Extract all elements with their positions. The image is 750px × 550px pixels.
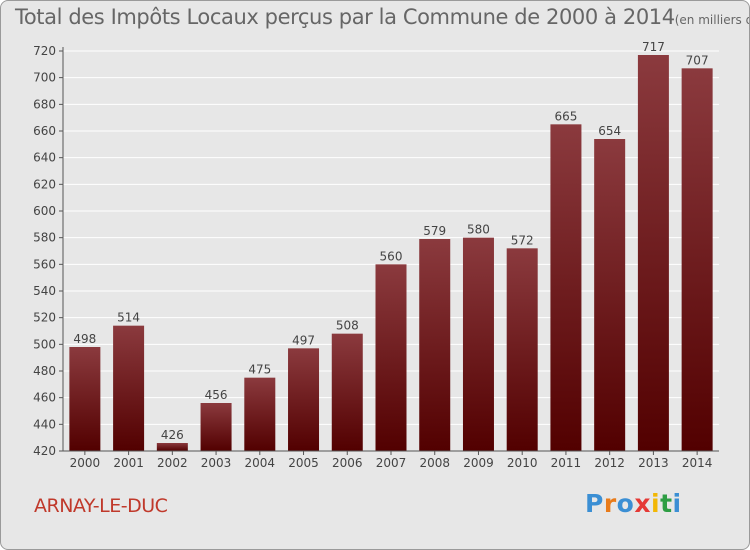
value-label-2001: 514	[117, 311, 140, 325]
chart-title: Total des Impôts Locaux perçus par la Co…	[15, 5, 749, 29]
y-tick-label: 520	[33, 311, 56, 325]
value-label-2012: 654	[598, 124, 621, 138]
bar-2005	[288, 348, 320, 451]
bar-2008	[419, 239, 451, 451]
bar-2013	[637, 55, 669, 451]
value-label-2008: 579	[423, 224, 446, 238]
value-labels: 498 514 426 456 475 497 508 560 579 580 572 665 654 7…	[73, 40, 708, 442]
value-label-2003: 456	[205, 388, 228, 402]
y-tick-label: 700	[33, 71, 56, 85]
y-tick-label: 620	[33, 177, 56, 191]
y-tick-label: 460	[33, 391, 56, 405]
y-tick-label: 540	[33, 284, 56, 298]
x-tick-label-2011: 2011	[551, 456, 582, 470]
bar-2012	[594, 139, 626, 451]
bar-2007	[375, 264, 407, 451]
commune-name: ARNAY-LE-DUC	[34, 495, 168, 517]
x-tick-label-2000: 2000	[70, 456, 101, 470]
value-label-2009: 580	[467, 223, 490, 237]
bar-chart: 420 440 460 480 500 520 540 560 580 600 620 640 660 6…	[33, 40, 719, 470]
logo-letter: P	[585, 489, 604, 518]
value-label-2000: 498	[73, 332, 96, 346]
x-tick-label-2002: 2002	[157, 456, 188, 470]
logo-letter: x	[634, 489, 651, 518]
proxiti-logo: Proxiti	[585, 489, 682, 518]
y-tick-label: 680	[33, 97, 56, 111]
value-label-2005: 497	[292, 333, 315, 347]
x-tick-label-2009: 2009	[463, 456, 494, 470]
value-label-2013: 717	[642, 40, 665, 54]
y-tick-label: 440	[33, 417, 56, 431]
chart-title-unit: (en milliers d'€)	[674, 13, 749, 27]
x-tick-label-2001: 2001	[113, 456, 144, 470]
y-tick-label: 720	[33, 44, 56, 58]
x-tick-label-2008: 2008	[419, 456, 450, 470]
bar-2002	[156, 443, 188, 451]
x-tick-label-2004: 2004	[245, 456, 276, 470]
value-label-2007: 560	[380, 249, 403, 263]
bar-2003	[200, 403, 232, 451]
bar-2006	[331, 333, 363, 451]
logo-letter: i	[672, 489, 682, 518]
y-tick-label: 500	[33, 337, 56, 351]
bars	[69, 55, 713, 451]
bar-2000	[69, 347, 101, 451]
value-label-2006: 508	[336, 319, 359, 333]
value-label-2014: 707	[686, 53, 709, 67]
x-tick-label-2007: 2007	[376, 456, 407, 470]
value-label-2002: 426	[161, 428, 184, 442]
bar-2001	[113, 325, 145, 451]
logo-letter: i	[651, 489, 661, 518]
logo-letter: r	[603, 489, 617, 518]
y-tick-label: 660	[33, 124, 56, 138]
y-tick-label: 480	[33, 364, 56, 378]
x-tick-label-2006: 2006	[332, 456, 363, 470]
x-tick-label-2014: 2014	[682, 456, 713, 470]
x-tick-label-2003: 2003	[201, 456, 232, 470]
x-tick-label-2005: 2005	[288, 456, 319, 470]
axes: 420 440 460 480 500 520 540 560 580 600 620 640 660 6…	[33, 44, 719, 470]
logo-letter: o	[616, 489, 635, 518]
y-tick-label: 640	[33, 151, 56, 165]
bar-2010	[506, 248, 538, 451]
bar-2014	[681, 68, 713, 451]
x-tick-label-2010: 2010	[507, 456, 538, 470]
y-tick-label: 580	[33, 231, 56, 245]
y-tick-label: 600	[33, 204, 56, 218]
chart-title-main: Total des Impôts Locaux perçus par la Co…	[15, 5, 675, 29]
y-tick-label: 420	[33, 444, 56, 458]
bar-2011	[550, 124, 582, 451]
value-label-2010: 572	[511, 233, 534, 247]
x-tick-label-2013: 2013	[638, 456, 669, 470]
bar-2004	[244, 377, 276, 451]
value-label-2011: 665	[554, 109, 577, 123]
logo-letter: t	[660, 489, 673, 518]
x-tick-label-2012: 2012	[594, 456, 625, 470]
y-tick-label: 560	[33, 257, 56, 271]
bar-2009	[462, 237, 494, 451]
value-label-2004: 475	[248, 363, 271, 377]
